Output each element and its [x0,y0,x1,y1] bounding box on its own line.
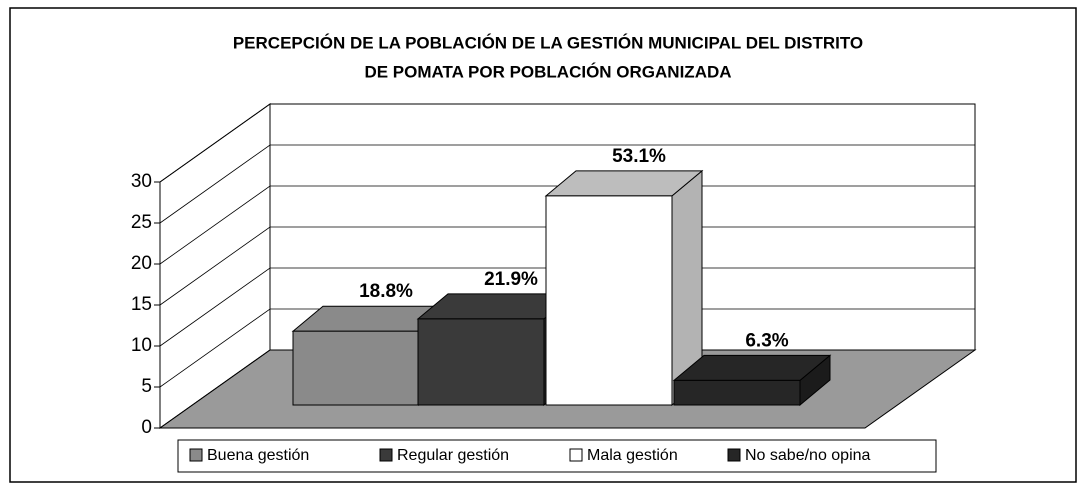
legend-label: Regular gestión [397,447,509,464]
bar [417,318,545,406]
legend-swatch [379,448,393,462]
legend-label: Mala gestión [587,447,678,464]
value-label: 21.9% [484,269,538,290]
y-tick-label: 30 [131,171,152,192]
grid-line [159,144,975,224]
value-label: 6.3% [745,330,788,351]
chart-title: PERCEPCIÓN DE LA POBLACIÓN DE LA GESTIÓN… [233,33,863,52]
legend-label: No sabe/no opina [745,447,871,464]
y-tick-label: 10 [131,335,152,356]
legend-swatch [569,448,583,462]
grid-line [159,349,975,429]
grid-line [159,308,975,388]
grid-line [159,226,975,306]
value-label: 53.1% [612,146,666,167]
value-label: 18.8% [359,281,413,302]
legend-box [177,439,937,473]
grid-line [159,103,975,183]
bar [545,195,673,406]
y-tick-label: 25 [131,212,152,233]
chart-title: DE POMATA POR POBLACIÓN ORGANIZADA [364,62,731,81]
bar [292,330,420,406]
grid-line [159,267,975,347]
y-tick-label: 15 [131,294,152,315]
bar [673,379,801,406]
y-tick-label: 20 [131,253,152,274]
y-tick-label: 0 [141,417,152,438]
legend-label: Buena gestión [207,447,309,464]
legend-swatch [727,448,741,462]
grid-line [159,185,975,265]
y-tick-label: 5 [141,376,152,397]
legend-swatch [189,448,203,462]
